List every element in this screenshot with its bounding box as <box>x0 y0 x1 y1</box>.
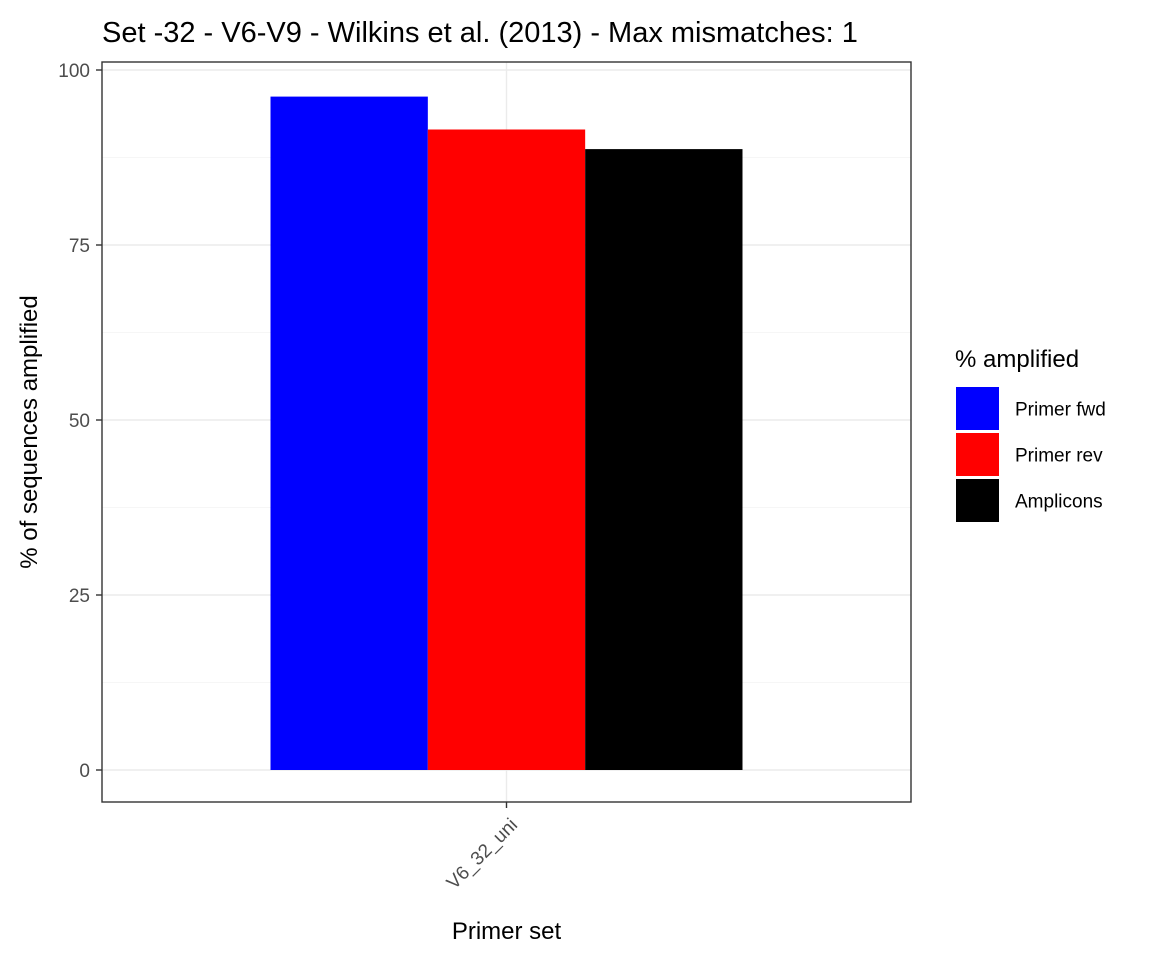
x-axis-title: Primer set <box>452 918 562 945</box>
chart-title: Set -32 - V6-V9 - Wilkins et al. (2013) … <box>102 17 858 49</box>
bar-primer-rev <box>427 129 586 770</box>
bars <box>270 96 743 771</box>
x-tick-label: V6_32_uni <box>443 815 522 894</box>
bar-amplicons <box>585 149 743 771</box>
y-tick-label: 0 <box>79 761 90 782</box>
legend-label: Primer fwd <box>1015 400 1106 421</box>
legend-label: Amplicons <box>1015 492 1103 513</box>
legend-key <box>956 387 999 430</box>
y-tick-label: 50 <box>69 411 90 432</box>
legend-title: % amplified <box>955 346 1079 373</box>
y-tick-label: 75 <box>69 236 90 257</box>
y-tick-label: 100 <box>58 61 90 82</box>
bar-primer-fwd <box>270 96 428 771</box>
legend-key <box>956 479 999 522</box>
x-axis: V6_32_uni <box>443 802 522 894</box>
legend: % amplified Primer fwd Primer rev Amplicon… <box>955 346 1106 522</box>
y-axis: 0 25 50 75 100 <box>58 61 102 782</box>
y-tick-label: 25 <box>69 586 90 607</box>
legend-key <box>956 433 999 476</box>
y-axis-title: % of sequences amplified <box>16 295 43 569</box>
legend-label: Primer rev <box>1015 446 1103 467</box>
